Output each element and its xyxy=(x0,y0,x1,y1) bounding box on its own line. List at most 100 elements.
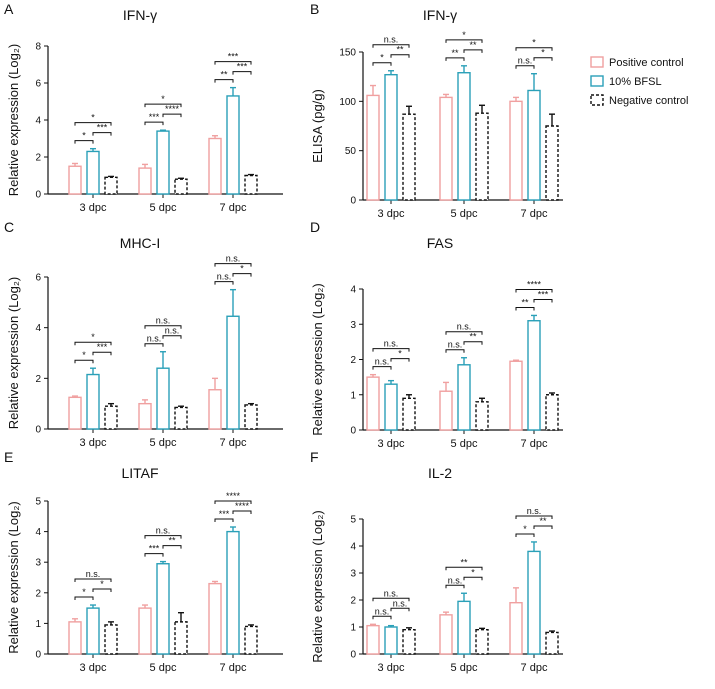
significance-label: *** xyxy=(228,52,239,62)
bar-negative-control xyxy=(244,174,258,195)
bar-10-bfsl xyxy=(86,373,100,430)
y-tick-label: 3 xyxy=(35,558,41,569)
significance-bracket xyxy=(74,341,112,346)
panel-title: FAS xyxy=(427,235,453,251)
bar-negative-control xyxy=(475,112,489,201)
significance-label: ** xyxy=(460,557,468,567)
panel-letter: C xyxy=(4,219,14,235)
significance-bracket xyxy=(463,341,483,345)
significance-bracket xyxy=(74,359,94,364)
legend-swatch xyxy=(590,94,604,106)
significance-label: n.s. xyxy=(165,326,180,336)
significance-bracket xyxy=(533,57,553,61)
significance-bracket xyxy=(445,57,465,61)
bar-negative-control xyxy=(244,625,258,655)
y-tick-label: 0 xyxy=(350,196,356,207)
bar-10-bfsl xyxy=(226,95,240,195)
significance-label: * xyxy=(91,332,95,342)
bar-negative-control xyxy=(475,401,489,431)
bar-positive-control xyxy=(439,390,453,431)
y-tick-label: 4 xyxy=(35,323,41,334)
panel-c: C MHC-I Relative expression (Log₂) 0 2 4 6 3 dp… xyxy=(4,219,283,449)
y-tick-label: 4 xyxy=(350,285,356,296)
significance-label: n.s. xyxy=(384,35,399,45)
bar-positive-control xyxy=(509,602,523,655)
y-tick-label: 5 xyxy=(350,515,356,526)
significance-label: **** xyxy=(165,104,180,114)
significance-bracket xyxy=(92,351,112,356)
x-tick-label: 5 dpc xyxy=(451,662,478,674)
significance-label: ** xyxy=(469,40,477,50)
bar-10-bfsl xyxy=(384,626,398,655)
significance-bracket xyxy=(533,298,553,303)
significance-label: n.s. xyxy=(393,598,408,608)
legend-label: Positive control xyxy=(609,57,684,69)
bar-negative-control xyxy=(402,629,416,655)
y-tick-label: 2 xyxy=(35,374,41,385)
significance-label: * xyxy=(541,48,545,58)
bar-10-bfsl xyxy=(384,383,398,431)
significance-bracket xyxy=(92,132,112,136)
panel-letter: B xyxy=(310,1,319,17)
significance-bracket xyxy=(144,121,164,126)
x-tick-label: 7 dpc xyxy=(220,202,247,214)
significance-label: * xyxy=(398,349,402,359)
bar-10-bfsl xyxy=(457,364,471,431)
bar-10-bfsl xyxy=(226,315,240,430)
panel-title: MHC-I xyxy=(120,235,160,251)
significance-label: ** xyxy=(521,297,529,307)
y-tick-label: 4 xyxy=(35,527,41,538)
significance-label: n.s. xyxy=(375,606,390,616)
bar-negative-control xyxy=(104,405,118,430)
bar-positive-control xyxy=(366,624,380,655)
y-tick-label: 2 xyxy=(35,588,41,599)
panel-d: D FAS Relative expression (Log₂) 0 1 2 3 4 3 dpc… xyxy=(310,219,563,450)
significance-bracket xyxy=(92,588,112,593)
x-tick-label: 5 dpc xyxy=(150,202,177,214)
significance-bracket xyxy=(214,61,252,65)
significance-label: *** xyxy=(97,123,108,133)
bar-positive-control xyxy=(138,167,152,195)
significance-label: * xyxy=(82,131,86,141)
panel-letter: F xyxy=(310,449,319,465)
significance-label: ** xyxy=(396,45,404,55)
significance-bracket xyxy=(162,335,182,339)
bar-10-bfsl xyxy=(457,72,471,201)
significance-bracket xyxy=(162,545,182,549)
significance-bracket xyxy=(445,39,483,43)
significance-label: n.s. xyxy=(156,316,171,326)
significance-bracket xyxy=(390,607,410,612)
y-axis-label: Relative expression (Log₂) xyxy=(310,283,325,435)
bar-positive-control xyxy=(208,137,222,195)
y-tick-label: 5 xyxy=(35,497,41,508)
panel-f: F IL-2 Relative expression (Log₂) 0 1 2 3 4 5 3 d… xyxy=(310,449,563,674)
significance-label: **** xyxy=(226,491,241,501)
bar-positive-control xyxy=(68,396,82,430)
y-tick-label: 0 xyxy=(350,650,356,661)
significance-bracket xyxy=(445,349,465,353)
significance-label: n.s. xyxy=(86,569,101,579)
x-tick-label: 3 dpc xyxy=(80,202,107,214)
x-tick-label: 5 dpc xyxy=(451,208,478,220)
significance-label: *** xyxy=(97,342,108,352)
bar-positive-control xyxy=(68,621,82,655)
significance-bracket xyxy=(144,535,182,539)
bar-positive-control xyxy=(208,582,222,655)
significance-label: **** xyxy=(527,279,542,289)
significance-bracket xyxy=(463,576,483,581)
significance-label: * xyxy=(240,264,244,274)
significance-label: *** xyxy=(149,544,160,554)
significance-bracket xyxy=(463,49,483,53)
significance-bracket xyxy=(372,44,410,48)
significance-label: ** xyxy=(451,48,459,58)
significance-bracket xyxy=(214,263,252,267)
significance-label: *** xyxy=(219,509,230,519)
significance-label: *** xyxy=(237,62,248,72)
significance-bracket xyxy=(74,578,112,583)
bar-negative-control xyxy=(104,624,118,655)
bar-positive-control xyxy=(208,389,222,430)
significance-label: n.s. xyxy=(226,254,241,264)
y-tick-label: 3 xyxy=(350,320,356,331)
x-tick-label: 7 dpc xyxy=(220,662,247,674)
y-axis-label: Relative expression (Log₂) xyxy=(6,277,21,429)
